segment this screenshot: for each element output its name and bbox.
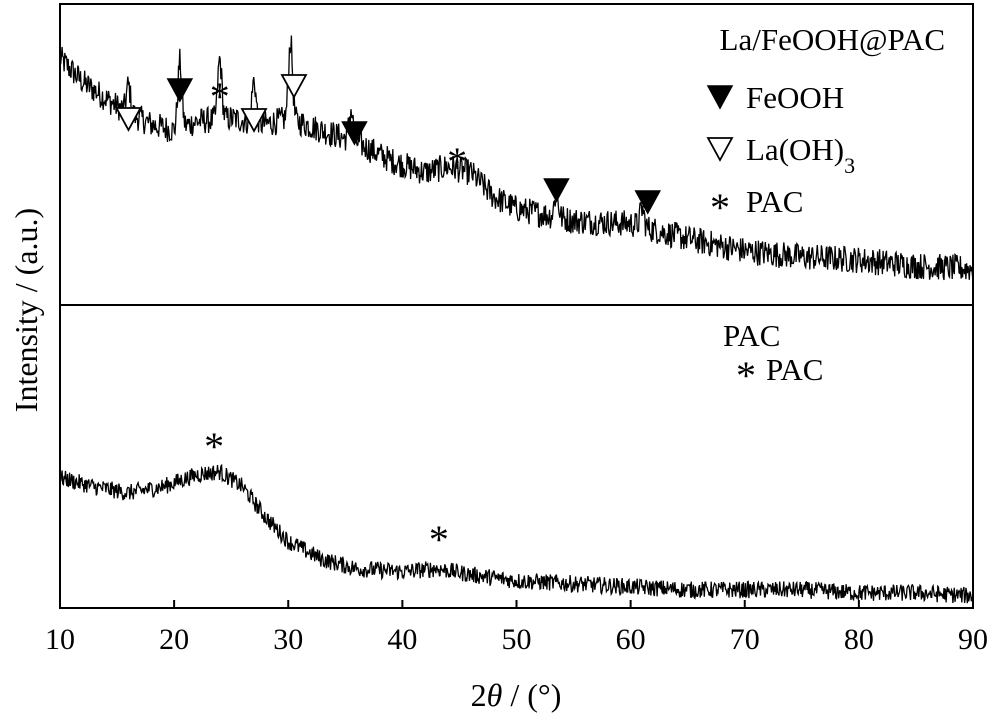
open-triangle-icon [114,107,142,132]
legend-label: FeOOH [746,80,844,115]
filled-triangle-icon [341,121,368,146]
filled-triangle-icon [166,78,194,103]
series-pac [59,463,974,604]
open-triangle-icon [240,108,268,133]
x-tick-label: 50 [502,623,532,656]
filled-triangle-icon [634,190,662,215]
x-tick-label: 40 [387,623,417,656]
legend-label: La(OH)3 [746,132,855,178]
legend-label-text: La(OH) [746,132,844,167]
filled-triangle-icon [543,178,570,203]
open-triangle-icon [280,74,308,99]
star-icon: * [204,424,224,469]
star-icon: * [736,353,756,398]
x-tick-label: 90 [958,623,988,656]
legend-label-text: PAC [746,184,803,219]
top-panel-title: La/FeOOH@PAC [720,22,945,57]
x-tick-label: 80 [844,623,874,656]
star-icon: * [447,139,467,184]
series-la-feooh-pac [59,35,974,281]
x-axis-label-suffix: / (°) [502,677,561,713]
legend-label-subscript: 3 [844,153,855,178]
x-tick-label: 60 [616,623,646,656]
star-icon: * [710,185,730,230]
legend-label: PAC [746,184,803,219]
legend-label-text: PAC [766,352,823,387]
series-layer [59,35,974,604]
x-tick-label: 10 [45,623,75,656]
open-triangle-icon [706,137,734,162]
x-axis-label: 2θ / (°) [471,677,562,713]
filled-triangle-icon [706,85,734,110]
x-tick-label: 30 [273,623,303,656]
bottom-panel-title: PAC [723,318,780,353]
x-axis-label-prefix: 2 [471,677,487,713]
y-axis-label: Intensity / (a.u.) [8,208,44,412]
legend-label-text: FeOOH [746,80,844,115]
legend-label: PAC [766,352,823,387]
star-icon: * [429,517,449,562]
peak-markers: * * * * [114,74,662,562]
x-tick-label: 20 [159,623,189,656]
x-tick-label: 70 [730,623,760,656]
x-axis-label-theta: θ [487,677,503,713]
star-icon: * [210,74,230,119]
x-axis: 10 20 30 40 50 60 70 80 90 [45,600,988,656]
